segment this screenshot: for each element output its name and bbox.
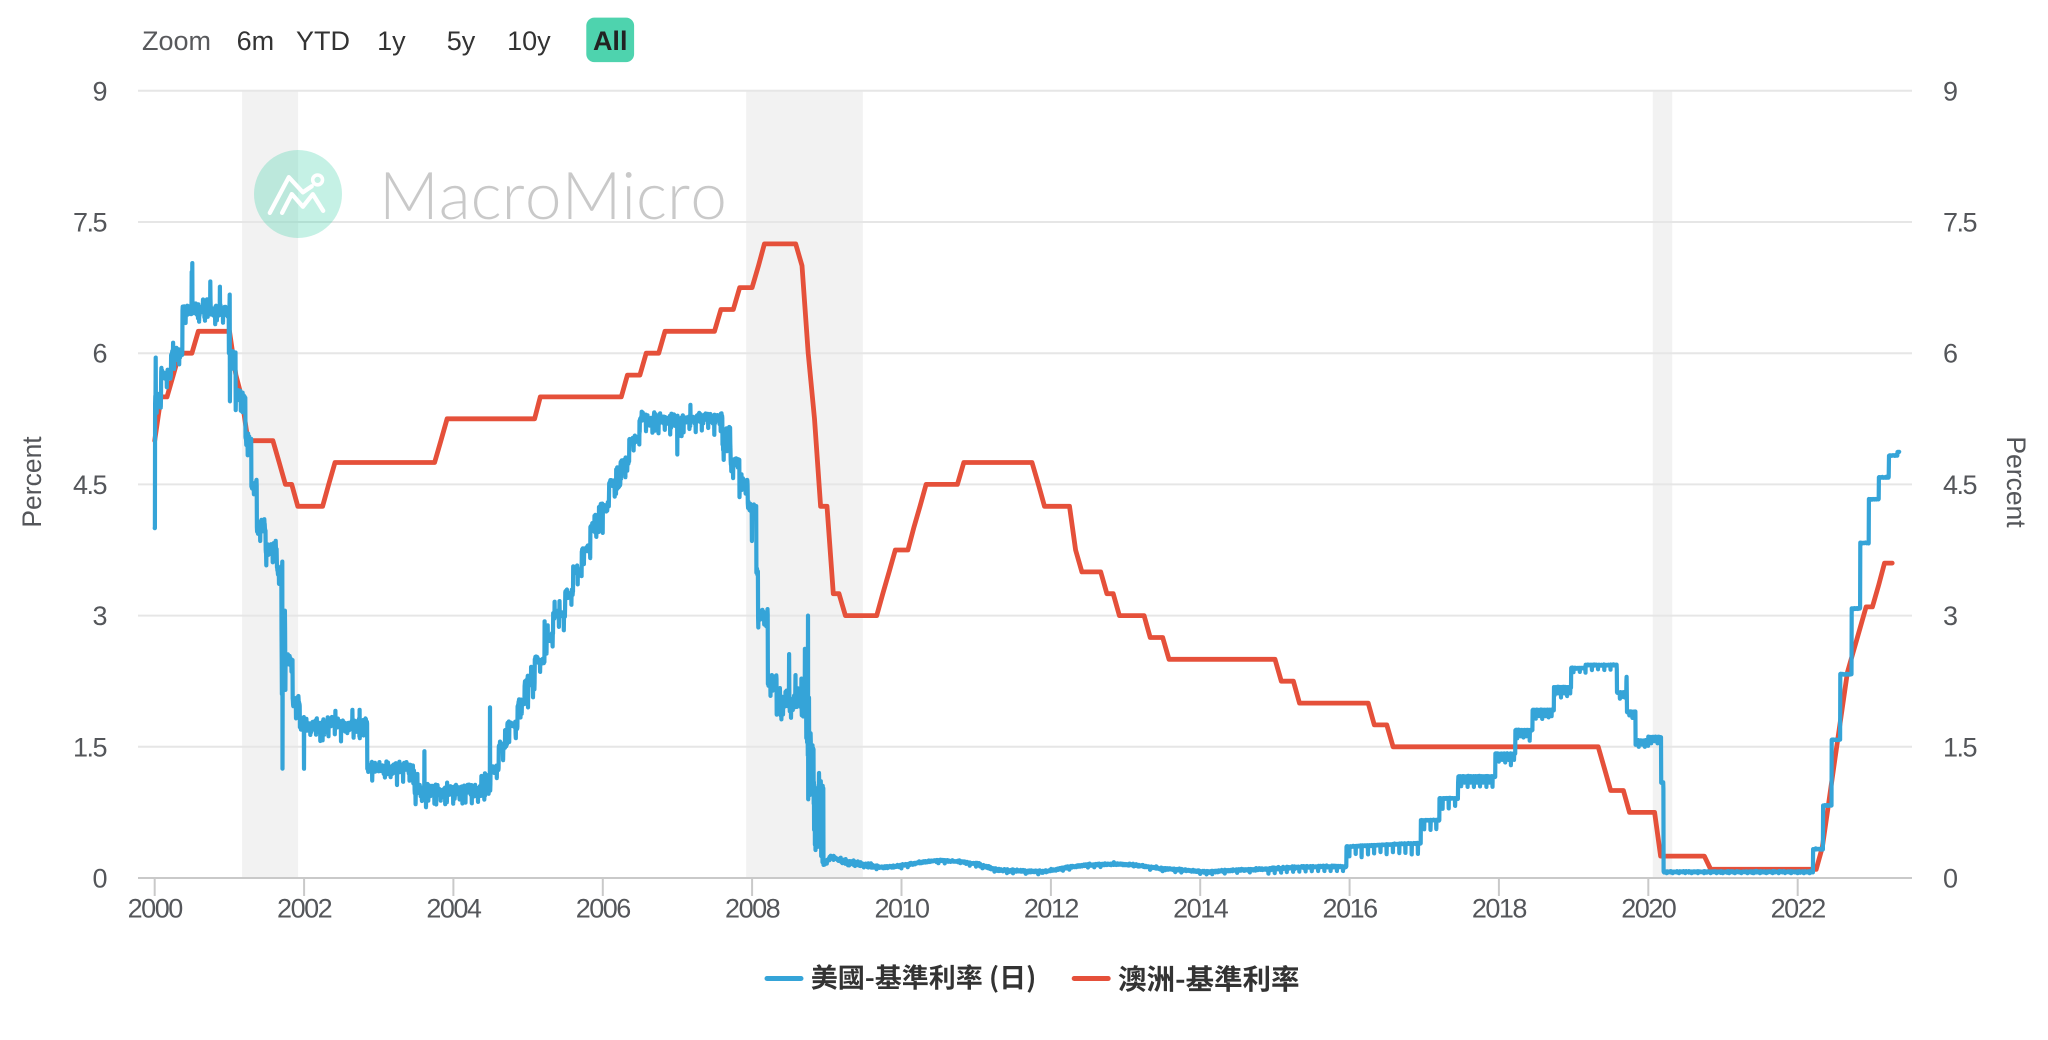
svg-text:3: 3 xyxy=(92,601,106,631)
svg-text:2002: 2002 xyxy=(277,894,332,924)
svg-text:YTD: YTD xyxy=(296,26,350,56)
svg-text:6: 6 xyxy=(1943,339,1957,369)
svg-text:2012: 2012 xyxy=(1024,894,1079,924)
svg-text:2014: 2014 xyxy=(1173,894,1229,924)
svg-text:9: 9 xyxy=(1943,76,1957,106)
svg-text:6m: 6m xyxy=(237,26,275,56)
svg-text:1.5: 1.5 xyxy=(1943,732,1977,762)
svg-text:7.5: 7.5 xyxy=(1943,208,1977,238)
svg-text:2008: 2008 xyxy=(725,894,780,924)
svg-text:1y: 1y xyxy=(377,26,406,56)
svg-text:7.5: 7.5 xyxy=(73,208,107,238)
svg-text:All: All xyxy=(593,26,628,56)
svg-text:1.5: 1.5 xyxy=(73,732,107,762)
svg-text:Percent: Percent xyxy=(2001,436,2031,528)
svg-text:0: 0 xyxy=(1943,864,1957,894)
svg-text:9: 9 xyxy=(92,76,106,106)
svg-text:4.5: 4.5 xyxy=(73,470,107,500)
svg-text:2020: 2020 xyxy=(1621,894,1676,924)
svg-text:2022: 2022 xyxy=(1771,894,1826,924)
svg-text:2004: 2004 xyxy=(426,894,482,924)
svg-text:Percent: Percent xyxy=(17,436,47,528)
svg-text:Zoom: Zoom xyxy=(142,26,211,56)
svg-text:2006: 2006 xyxy=(576,894,631,924)
svg-text:2018: 2018 xyxy=(1472,894,1527,924)
svg-text:3: 3 xyxy=(1943,601,1957,631)
svg-text:10y: 10y xyxy=(507,26,551,56)
svg-text:6: 6 xyxy=(92,339,106,369)
svg-text:5y: 5y xyxy=(447,26,476,56)
svg-text:2010: 2010 xyxy=(874,894,929,924)
svg-text:4.5: 4.5 xyxy=(1943,470,1977,500)
svg-text:0: 0 xyxy=(92,864,106,894)
svg-text:2016: 2016 xyxy=(1323,894,1378,924)
svg-text:2000: 2000 xyxy=(128,894,183,924)
